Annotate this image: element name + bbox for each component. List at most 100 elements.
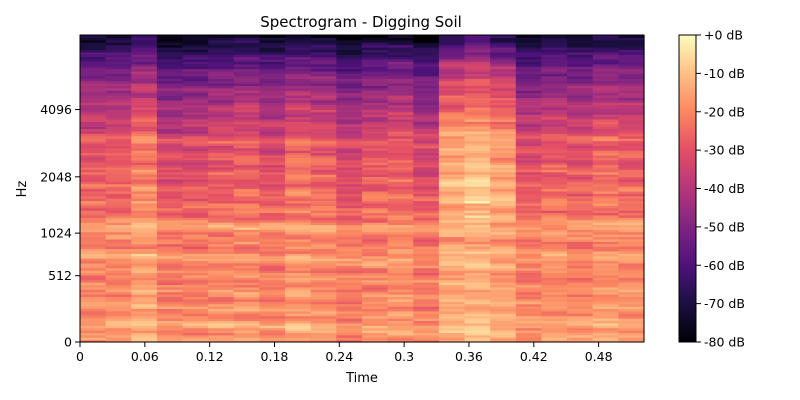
heatmap-cell (208, 282, 235, 286)
heatmap-cell (618, 152, 645, 156)
heatmap-cell (233, 159, 261, 163)
heatmap-cell (362, 339, 389, 343)
heatmap-cell (438, 253, 466, 257)
heatmap-cell (592, 272, 619, 276)
heatmap-cell (515, 39, 543, 43)
heatmap-cell (541, 135, 568, 139)
heatmap-cell (515, 181, 543, 185)
heatmap-cell (336, 267, 363, 271)
heatmap-cell (259, 138, 286, 142)
heatmap-cell (310, 315, 337, 319)
y-tick-label: 0 (64, 335, 72, 350)
heatmap-cell (285, 58, 312, 62)
heatmap-cell (413, 226, 440, 230)
heatmap-cell (182, 222, 209, 226)
heatmap-cell (413, 310, 440, 314)
heatmap-cell (131, 128, 158, 132)
heatmap-cell (618, 200, 645, 204)
heatmap-cell (182, 63, 209, 67)
heatmap-cell (541, 303, 568, 307)
heatmap-cell (592, 205, 619, 209)
heatmap-cell (156, 325, 184, 329)
heatmap-cell (310, 80, 337, 84)
heatmap-cell (208, 318, 235, 322)
heatmap-cell (156, 166, 184, 170)
heatmap-cell (541, 289, 568, 293)
heatmap-cell (285, 114, 312, 118)
heatmap-cell (208, 157, 235, 161)
heatmap-cell (310, 334, 337, 338)
heatmap-cell (105, 289, 132, 293)
heatmap-cell (131, 334, 158, 338)
heatmap-cell (131, 92, 158, 96)
heatmap-cell (618, 186, 645, 190)
heatmap-cell (438, 330, 466, 334)
heatmap-cell (438, 212, 466, 216)
heatmap-cell (413, 250, 440, 254)
heatmap-cell (618, 174, 645, 178)
heatmap-cell (259, 70, 286, 74)
heatmap-cell (387, 42, 414, 46)
heatmap-cell (413, 224, 440, 228)
heatmap-cell (438, 63, 466, 67)
heatmap-cell (438, 46, 466, 50)
heatmap-cell (413, 325, 440, 329)
heatmap-cell (464, 87, 491, 91)
heatmap-cell (105, 298, 132, 302)
heatmap-cell (336, 99, 363, 103)
heatmap-cell (259, 181, 286, 185)
heatmap-cell (80, 104, 107, 108)
heatmap-cell (490, 250, 517, 254)
heatmap-cell (233, 164, 261, 168)
heatmap-cell (285, 214, 312, 218)
heatmap-cell (541, 322, 568, 326)
heatmap-cell (464, 267, 491, 271)
heatmap-cell (541, 126, 568, 130)
heatmap-cell (259, 109, 286, 113)
colorbar-tick-label: -80 dB (704, 335, 745, 350)
heatmap-cell (362, 138, 389, 142)
heatmap-cell (362, 327, 389, 331)
heatmap-cell (208, 97, 235, 101)
heatmap-cell (208, 44, 235, 48)
heatmap-cell (259, 279, 286, 283)
heatmap-cell (618, 217, 645, 221)
heatmap-cell (310, 188, 337, 192)
heatmap-cell (413, 267, 440, 271)
heatmap-cell (490, 337, 517, 341)
heatmap-cell (541, 92, 568, 96)
heatmap-cell (592, 147, 619, 151)
heatmap-cell (310, 133, 337, 137)
heatmap-cell (233, 234, 261, 238)
heatmap-cell (567, 339, 594, 343)
heatmap-cell (259, 291, 286, 295)
heatmap-cell (618, 241, 645, 245)
heatmap-cell (131, 260, 158, 264)
heatmap-cell (541, 210, 568, 214)
heatmap-cell (156, 176, 184, 180)
heatmap-cell (541, 277, 568, 281)
heatmap-cell (387, 99, 414, 103)
heatmap-cell (233, 147, 261, 151)
heatmap-cell (259, 270, 286, 274)
heatmap-cell (438, 229, 466, 233)
heatmap-cell (105, 238, 132, 242)
heatmap-cell (464, 198, 491, 202)
x-axis: 0 0.06 0.12 0.18 0.24 0.3 0.36 0.42 0.48 (76, 342, 613, 364)
heatmap-cell (592, 258, 619, 262)
heatmap-cell (336, 116, 363, 120)
heatmap-cell (285, 152, 312, 156)
heatmap-cell (438, 109, 466, 113)
heatmap-cell (438, 162, 466, 166)
heatmap-cell (490, 114, 517, 118)
heatmap-cell (592, 75, 619, 79)
heatmap-cell (592, 289, 619, 293)
heatmap-cell (233, 205, 261, 209)
heatmap-cell (259, 135, 286, 139)
heatmap-cell (156, 164, 184, 168)
heatmap-cell (387, 222, 414, 226)
heatmap-cell (310, 99, 337, 103)
heatmap-cell (515, 186, 543, 190)
heatmap-cell (259, 140, 286, 144)
heatmap-cell (285, 116, 312, 120)
